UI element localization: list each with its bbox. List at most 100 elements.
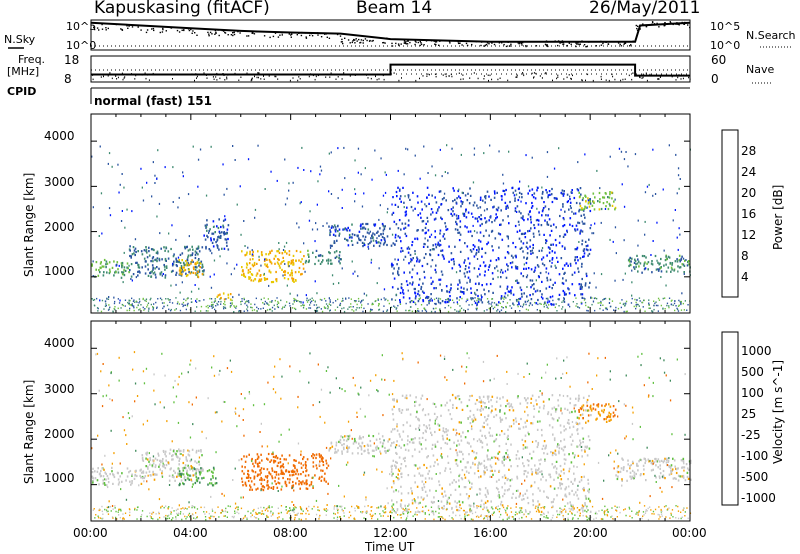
power-echo-cell: [504, 256, 507, 259]
velocity-echo-cell: [360, 511, 362, 513]
velocity-echo-cell: [176, 455, 178, 458]
power-echo-cell: [451, 299, 454, 301]
velocity-echo-cell: [400, 411, 403, 414]
velocity-echo-cell: [318, 516, 320, 518]
power-echo-cell: [298, 259, 300, 262]
velocity-echo-cell: [407, 474, 410, 477]
power-echo-cell: [360, 223, 362, 226]
power-echo-cell: [224, 232, 227, 235]
velocity-echo-cell: [159, 459, 161, 462]
velocity-echo-cell: [501, 430, 503, 433]
power-echo-cell: [652, 240, 654, 242]
power-echo-cell: [474, 282, 477, 285]
velocity-echo-cell: [414, 499, 416, 502]
power-echo-cell: [130, 303, 133, 306]
velocity-echo-cell: [396, 452, 398, 455]
power-echo-cell: [179, 267, 181, 270]
power-echo-cell: [382, 310, 384, 313]
velocity-echo-cell: [417, 502, 420, 505]
power-echo-cell: [378, 309, 380, 311]
velocity-echo-cell: [141, 456, 144, 459]
velocity-echo-cell: [640, 473, 642, 476]
velocity-echo-cell: [622, 468, 625, 471]
power-echo-cell: [338, 232, 341, 235]
power-echo-cell: [464, 225, 466, 228]
power-echo-cell: [478, 248, 480, 251]
power-echo-cell: [338, 254, 341, 257]
velocity-echo-cell: [568, 507, 570, 510]
velocity-echo-cell: [538, 503, 541, 506]
velocity-echo-cell: [266, 484, 268, 487]
velocity-echo-cell: [382, 510, 384, 512]
velocity-echo-cell: [278, 516, 280, 518]
power-echo-cell: [206, 229, 208, 232]
velocity-echo-cell: [464, 476, 467, 479]
power-echo-cell: [494, 192, 496, 195]
velocity-echo-cell: [361, 512, 363, 514]
power-echo-cell: [519, 310, 521, 312]
power-echo-cell: [145, 298, 148, 300]
power-echo-cell: [397, 235, 400, 238]
power-echo-cell: [181, 303, 183, 305]
power-echo-cell: [530, 298, 533, 301]
power-echo-cell: [394, 258, 396, 261]
power-echo-cell: [146, 306, 148, 308]
velocity-echo-cell: [521, 498, 523, 501]
power-echo-cell: [547, 223, 550, 226]
velocity-echo-cell: [434, 430, 436, 434]
velocity-echo-cell: [682, 460, 685, 463]
velocity-echo-cell: [506, 436, 509, 439]
velocity-echo-cell: [136, 474, 138, 478]
velocity-echo-cell: [467, 479, 470, 482]
velocity-echo-cell: [180, 473, 183, 477]
velocity-echo-cell: [195, 469, 198, 472]
velocity-echo-cell: [414, 404, 416, 407]
velocity-echo-cell: [330, 442, 333, 445]
power-echo-cell: [142, 297, 144, 300]
velocity-echo-cell: [383, 511, 385, 514]
power-echo-cell: [468, 304, 470, 306]
power-echo-cell: [584, 216, 586, 219]
power-echo-cell: [426, 186, 429, 189]
velocity-echo-cell: [267, 484, 269, 487]
velocity-echo-cell: [567, 419, 570, 422]
velocity-echo-cell: [423, 483, 425, 486]
power-echo-cell: [337, 147, 339, 150]
power-echo-cell: [438, 278, 440, 281]
power-echo-cell: [253, 263, 256, 266]
power-echo-cell: [683, 273, 685, 275]
power-echo-cell: [364, 167, 366, 170]
power-echo-cell: [615, 252, 617, 255]
power-echo-cell: [363, 242, 365, 245]
power-echo-cell: [679, 233, 681, 236]
velocity-echo-cell: [421, 488, 424, 491]
power-echo-cell: [197, 245, 200, 248]
power-echo-cell: [641, 271, 643, 274]
power-echo-cell: [105, 303, 107, 305]
power-echo-cell: [274, 299, 276, 302]
power-echo-cell: [248, 262, 251, 265]
power-echo-cell: [351, 236, 353, 239]
velocity-echo-cell: [244, 460, 247, 463]
power-echo-cell: [269, 271, 272, 274]
power-echo-cell: [264, 278, 266, 281]
velocity-echo-cell: [547, 517, 549, 519]
power-echo-cell: [183, 266, 185, 269]
velocity-echo-cell: [467, 461, 469, 464]
velocity-echo-cell: [570, 461, 573, 464]
power-echo-cell: [569, 223, 571, 226]
velocity-echo-cell: [311, 455, 313, 458]
power-echo-cell: [296, 300, 298, 302]
power-echo-cell: [476, 289, 478, 292]
power-echo-cell: [142, 199, 145, 202]
power-echo-cell: [594, 222, 596, 225]
power-echo-cell: [135, 276, 137, 279]
power-echo-cell: [118, 191, 120, 194]
velocity-echo-cell: [544, 506, 546, 508]
velocity-echo-cell: [140, 476, 142, 479]
power-echo-cell: [195, 301, 198, 303]
velocity-echo-cell: [538, 395, 540, 399]
velocity-echo-cell: [294, 465, 296, 468]
velocity-echo-cell: [268, 472, 271, 475]
velocity-echo-cell: [407, 512, 409, 515]
